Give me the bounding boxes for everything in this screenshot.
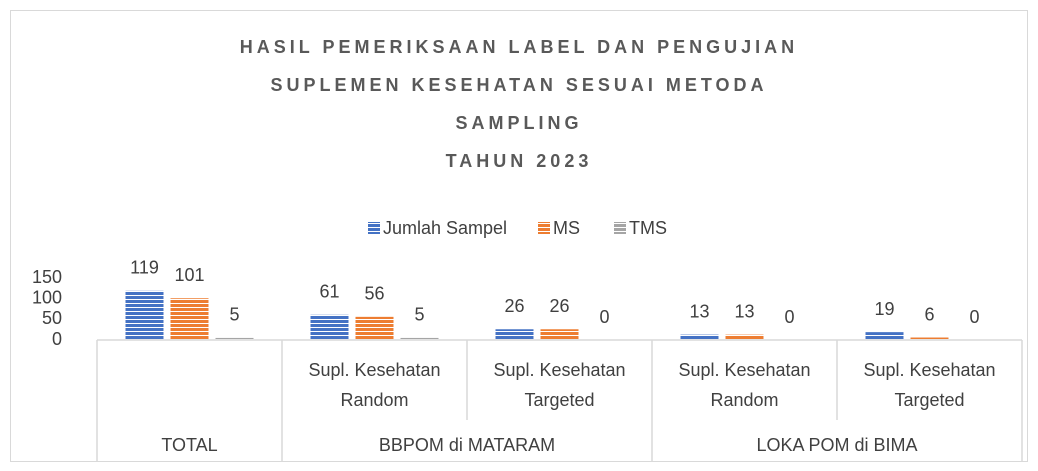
data-label: 0 — [599, 307, 609, 327]
bar — [215, 337, 254, 340]
chart-title: SUPLEMEN KESEHATAN SESUAI METODA — [270, 75, 767, 95]
bar — [355, 316, 394, 340]
bar — [125, 290, 164, 340]
data-label: 26 — [549, 296, 569, 316]
data-label: 26 — [504, 296, 524, 316]
chart-border — [10, 10, 1028, 462]
bar — [170, 298, 209, 340]
data-label: 13 — [734, 301, 754, 321]
bar — [865, 332, 904, 340]
data-label: 13 — [689, 301, 709, 321]
chart-title: HASIL PEMERIKSAAN LABEL DAN PENGUJIAN — [240, 37, 798, 57]
data-label: 5 — [414, 305, 424, 325]
bar — [400, 337, 439, 340]
bar — [495, 329, 534, 340]
legend-label: MS — [553, 218, 580, 238]
legend-label: TMS — [629, 218, 667, 238]
group-label: TOTAL — [161, 435, 217, 455]
data-label: 0 — [784, 307, 794, 327]
data-label: 101 — [174, 265, 204, 285]
legend-swatch — [538, 222, 550, 234]
data-label: 19 — [874, 299, 894, 319]
x-tick-label: Supl. Kesehatan Random — [308, 360, 441, 410]
x-tick-label: Supl. Kesehatan Targeted — [863, 360, 996, 410]
x-tick-label: Supl. Kesehatan Targeted — [493, 360, 626, 410]
chart-title: SAMPLING — [455, 113, 582, 133]
legend-swatch — [368, 222, 380, 234]
data-label: 6 — [924, 304, 934, 324]
data-label: 5 — [229, 305, 239, 325]
chart-title: TAHUN 2023 — [446, 151, 593, 171]
bar — [540, 329, 579, 340]
data-label: 119 — [130, 258, 159, 278]
y-tick-label: 0 — [52, 329, 62, 349]
y-tick-label: 100 — [32, 287, 62, 307]
y-tick-label: 150 — [32, 267, 62, 287]
legend-label: Jumlah Sampel — [383, 218, 507, 238]
data-label: 0 — [969, 307, 979, 327]
legend-swatch — [614, 222, 626, 234]
bar — [310, 314, 349, 340]
data-label: 56 — [364, 284, 384, 304]
bar — [725, 334, 764, 340]
bar — [680, 334, 719, 340]
group-label: LOKA POM di BIMA — [756, 435, 917, 455]
y-tick-label: 50 — [42, 308, 62, 328]
bar — [910, 337, 949, 340]
x-tick-label: Supl. Kesehatan Random — [678, 360, 811, 410]
data-label: 61 — [319, 282, 339, 302]
group-label: BBPOM di MATARAM — [379, 435, 555, 455]
